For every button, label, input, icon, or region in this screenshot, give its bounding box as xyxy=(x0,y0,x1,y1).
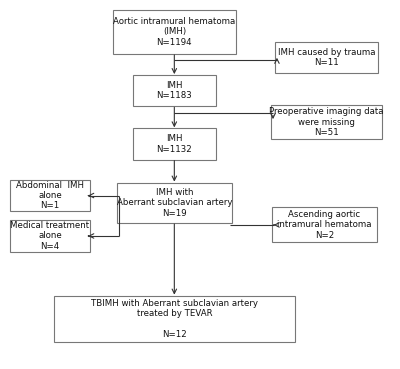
FancyBboxPatch shape xyxy=(117,183,232,223)
Text: IMH
N=1183: IMH N=1183 xyxy=(156,81,192,100)
Text: IMH with
Aberrant subclavian artery
N=19: IMH with Aberrant subclavian artery N=19 xyxy=(116,188,232,218)
FancyBboxPatch shape xyxy=(10,220,90,252)
Text: Medical treatment
alone
N=4: Medical treatment alone N=4 xyxy=(10,221,90,251)
Text: IMH caused by trauma
N=11: IMH caused by trauma N=11 xyxy=(278,48,375,68)
FancyBboxPatch shape xyxy=(271,104,382,139)
FancyBboxPatch shape xyxy=(113,10,236,54)
Text: Ascending aortic
intramural hematoma
N=2: Ascending aortic intramural hematoma N=2 xyxy=(277,210,372,240)
Text: Preoperative imaging data
were missing
N=51: Preoperative imaging data were missing N… xyxy=(269,107,384,137)
FancyBboxPatch shape xyxy=(133,128,216,160)
Text: Abdominal  IMH
alone
N=1: Abdominal IMH alone N=1 xyxy=(16,181,84,210)
FancyBboxPatch shape xyxy=(54,296,295,342)
FancyBboxPatch shape xyxy=(133,75,216,106)
FancyBboxPatch shape xyxy=(275,42,378,73)
FancyBboxPatch shape xyxy=(10,180,90,211)
Text: IMH
N=1132: IMH N=1132 xyxy=(156,134,192,154)
FancyBboxPatch shape xyxy=(272,207,377,242)
Text: TBIMH with Aberrant subclavian artery
treated by TEVAR

N=12: TBIMH with Aberrant subclavian artery tr… xyxy=(91,299,258,339)
Text: Aortic intramural hematoma
(IMH)
N=1194: Aortic intramural hematoma (IMH) N=1194 xyxy=(113,17,236,47)
